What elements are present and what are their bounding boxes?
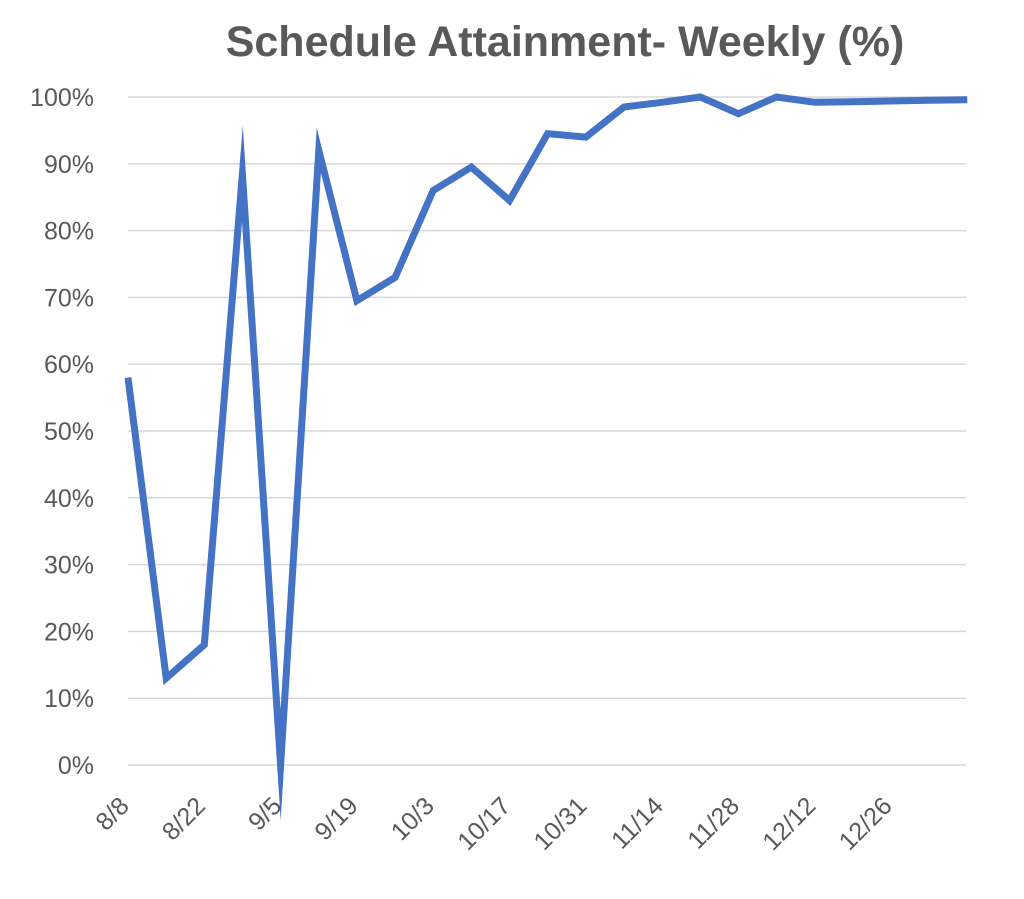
- x-tick-label: 10/31: [528, 792, 592, 856]
- y-tick-label: 80%: [44, 218, 94, 246]
- chart-title: Schedule Attainment- Weekly (%): [225, 18, 905, 66]
- x-tick-label: 12/26: [834, 792, 898, 856]
- x-tick-label: 9/19: [309, 792, 363, 846]
- y-tick-label: 50%: [44, 418, 94, 446]
- series-line: [124, 93, 968, 821]
- y-tick-label: 30%: [44, 552, 94, 580]
- y-tick-label: 60%: [44, 351, 94, 379]
- x-axis-tick-labels: 8/8 8/22 9/5 9/19 10/3 10/17 10/31 11/14 11/28 12…: [90, 792, 897, 856]
- y-axis-tick-labels: 0% 10% 20% 30% 40% 50% 60% 70% 80% 90% 100%: [30, 84, 94, 780]
- x-tick-label: 12/12: [757, 792, 821, 856]
- y-tick-label: 20%: [44, 618, 94, 646]
- x-tick-label: 10/17: [452, 792, 516, 856]
- series-group: [124, 93, 968, 821]
- y-tick-label: 90%: [44, 151, 94, 179]
- y-tick-label: 0%: [58, 752, 94, 780]
- y-tick-label: 100%: [30, 84, 94, 112]
- x-tick-label: 8/8: [90, 792, 134, 836]
- gridlines: [128, 96, 966, 766]
- y-tick-label: 10%: [44, 685, 94, 713]
- x-tick-label: 10/3: [386, 792, 440, 846]
- x-tick-label: 11/14: [606, 792, 669, 855]
- x-tick-label: 11/28: [682, 792, 745, 855]
- y-tick-label: 40%: [44, 485, 94, 513]
- x-tick-label: 8/22: [157, 792, 211, 846]
- y-tick-label: 70%: [44, 284, 94, 312]
